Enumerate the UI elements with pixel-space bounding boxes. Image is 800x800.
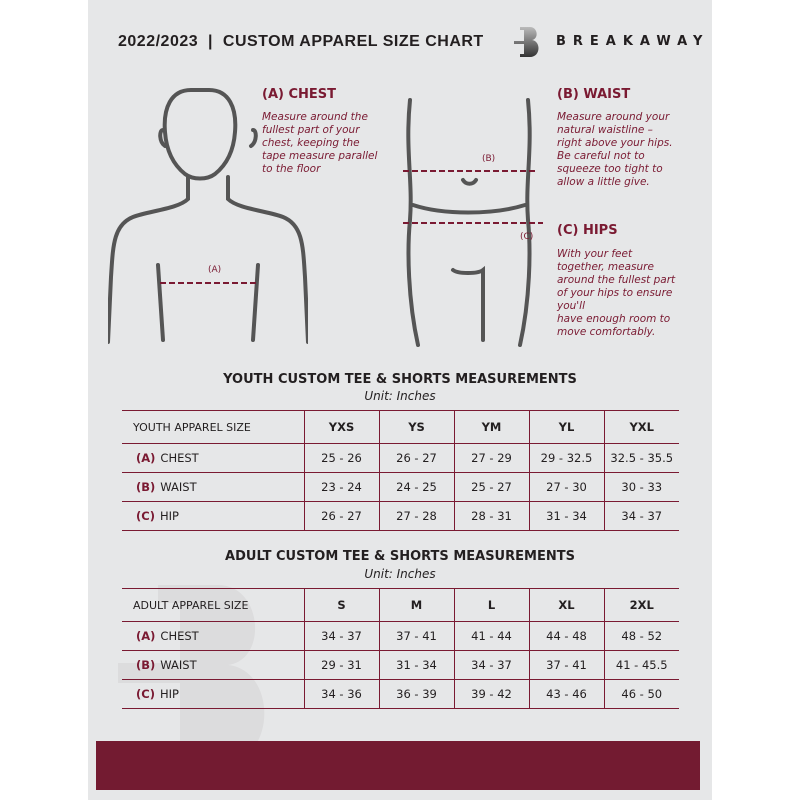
size-header: 2XL bbox=[603, 588, 679, 622]
measurement-value: 48 - 52 bbox=[603, 621, 679, 651]
size-header: YM bbox=[453, 410, 529, 444]
hips-instructions: With your feet together, measure around th… bbox=[557, 248, 676, 338]
size-header: S bbox=[303, 588, 379, 622]
size-header: XL bbox=[528, 588, 604, 622]
measurement-value: 37 - 41 bbox=[528, 650, 604, 680]
measurement-value: 29 - 32.5 bbox=[528, 443, 604, 473]
adult-size-table: ADULT APPAREL SIZE S M L XL 2XL (A) CHEST 34 - 3… bbox=[122, 588, 679, 709]
waist-heading: (B) WAIST bbox=[557, 87, 631, 102]
adult-table-title: ADULT CUSTOM TEE & SHORTS MEASUREMENTS bbox=[225, 549, 575, 564]
measurement-value: 43 - 46 bbox=[528, 679, 604, 709]
chest-marker: (A) bbox=[208, 265, 222, 275]
size-header: YL bbox=[528, 410, 604, 444]
measurement-label: (A) CHEST bbox=[136, 629, 199, 643]
size-chart-page: 2022/2023 | CUSTOM APPAREL SIZE CHART BR… bbox=[88, 0, 712, 800]
table-row: (A) CHEST 25 - 26 26 - 27 27 - 29 29 - 32.5 32… bbox=[122, 443, 679, 473]
measurement-value: 37 - 41 bbox=[378, 621, 454, 651]
size-header: M bbox=[378, 588, 454, 622]
table-row: (B) WAIST 23 - 24 24 - 25 25 - 27 27 - 30 30 -… bbox=[122, 472, 679, 502]
adult-table-unit: Unit: Inches bbox=[364, 567, 436, 581]
measurement-value: 36 - 39 bbox=[378, 679, 454, 709]
measurement-value: 29 - 31 bbox=[303, 650, 379, 680]
measurement-value: 34 - 37 bbox=[453, 650, 529, 680]
measurement-value: 28 - 31 bbox=[453, 501, 529, 531]
footer-bar bbox=[96, 741, 700, 790]
measurement-value: 27 - 29 bbox=[453, 443, 529, 473]
waist-instructions: Measure around your natural waistline – ri… bbox=[557, 111, 673, 188]
size-header: L bbox=[453, 588, 529, 622]
waist-marker: (B) bbox=[482, 154, 496, 164]
hips-heading: (C) HIPS bbox=[557, 223, 618, 238]
youth-size-table: YOUTH APPAREL SIZE YXS YS YM YL YXL (A) CHEST 25… bbox=[122, 410, 679, 531]
table-row: (C) HIP 34 - 36 36 - 39 39 - 42 43 - 46 46 - 5… bbox=[122, 679, 679, 709]
chest-heading: (A) CHEST bbox=[262, 87, 337, 102]
measurement-label: (C) HIP bbox=[136, 509, 179, 523]
watermark-logo bbox=[118, 585, 265, 765]
table-row: (C) HIP 26 - 27 27 - 28 28 - 31 31 - 34 34 - 3… bbox=[122, 501, 679, 531]
measurement-value: 41 - 45.5 bbox=[603, 650, 679, 680]
measurement-value: 24 - 25 bbox=[378, 472, 454, 502]
measurement-value: 44 - 48 bbox=[528, 621, 604, 651]
measurement-value: 32.5 - 35.5 bbox=[603, 443, 679, 473]
size-header: YXL bbox=[603, 410, 679, 444]
table-row: (A) CHEST 34 - 37 37 - 41 41 - 44 44 - 48 48 -… bbox=[122, 621, 679, 651]
measurement-label: (C) HIP bbox=[136, 687, 179, 701]
chest-instructions: Measure around the fullest part of your ch… bbox=[262, 111, 378, 175]
table-header-row: ADULT APPAREL SIZE S M L XL 2XL bbox=[122, 588, 679, 622]
measurement-value: 30 - 33 bbox=[603, 472, 679, 502]
size-label: ADULT APPAREL SIZE bbox=[133, 598, 249, 612]
measurement-value: 34 - 37 bbox=[303, 621, 379, 651]
measurement-value: 34 - 36 bbox=[303, 679, 379, 709]
measurement-value: 27 - 30 bbox=[528, 472, 604, 502]
youth-table-unit: Unit: Inches bbox=[364, 389, 436, 403]
measurement-value: 39 - 42 bbox=[453, 679, 529, 709]
measurement-value: 34 - 37 bbox=[603, 501, 679, 531]
hips-marker: (C) bbox=[520, 232, 534, 242]
measurement-label: (B) WAIST bbox=[136, 480, 197, 494]
measurement-value: 31 - 34 bbox=[528, 501, 604, 531]
breakaway-logo-icon bbox=[514, 27, 539, 57]
page-title: 2022/2023 | CUSTOM APPAREL SIZE CHART bbox=[118, 33, 484, 50]
youth-table-title: YOUTH CUSTOM TEE & SHORTS MEASUREMENTS bbox=[223, 372, 577, 387]
size-label: YOUTH APPAREL SIZE bbox=[133, 420, 251, 434]
measurement-value: 26 - 27 bbox=[378, 443, 454, 473]
measurement-value: 41 - 44 bbox=[453, 621, 529, 651]
table-header-row: YOUTH APPAREL SIZE YXS YS YM YL YXL bbox=[122, 410, 679, 444]
chest-figure-illustration bbox=[108, 88, 308, 344]
brand-name: BREAKAWAY bbox=[556, 34, 710, 49]
measurement-value: 25 - 26 bbox=[303, 443, 379, 473]
table-row: (B) WAIST 29 - 31 31 - 34 34 - 37 37 - 41 41 -… bbox=[122, 650, 679, 680]
waist-hips-figure-illustration bbox=[403, 98, 543, 347]
measurement-label: (A) CHEST bbox=[136, 451, 199, 465]
measurement-value: 23 - 24 bbox=[303, 472, 379, 502]
size-header: YXS bbox=[303, 410, 379, 444]
measurement-value: 27 - 28 bbox=[378, 501, 454, 531]
measurement-value: 31 - 34 bbox=[378, 650, 454, 680]
size-header: YS bbox=[378, 410, 454, 444]
measurement-value: 26 - 27 bbox=[303, 501, 379, 531]
measurement-value: 25 - 27 bbox=[453, 472, 529, 502]
measurement-value: 46 - 50 bbox=[603, 679, 679, 709]
measurement-label: (B) WAIST bbox=[136, 658, 197, 672]
